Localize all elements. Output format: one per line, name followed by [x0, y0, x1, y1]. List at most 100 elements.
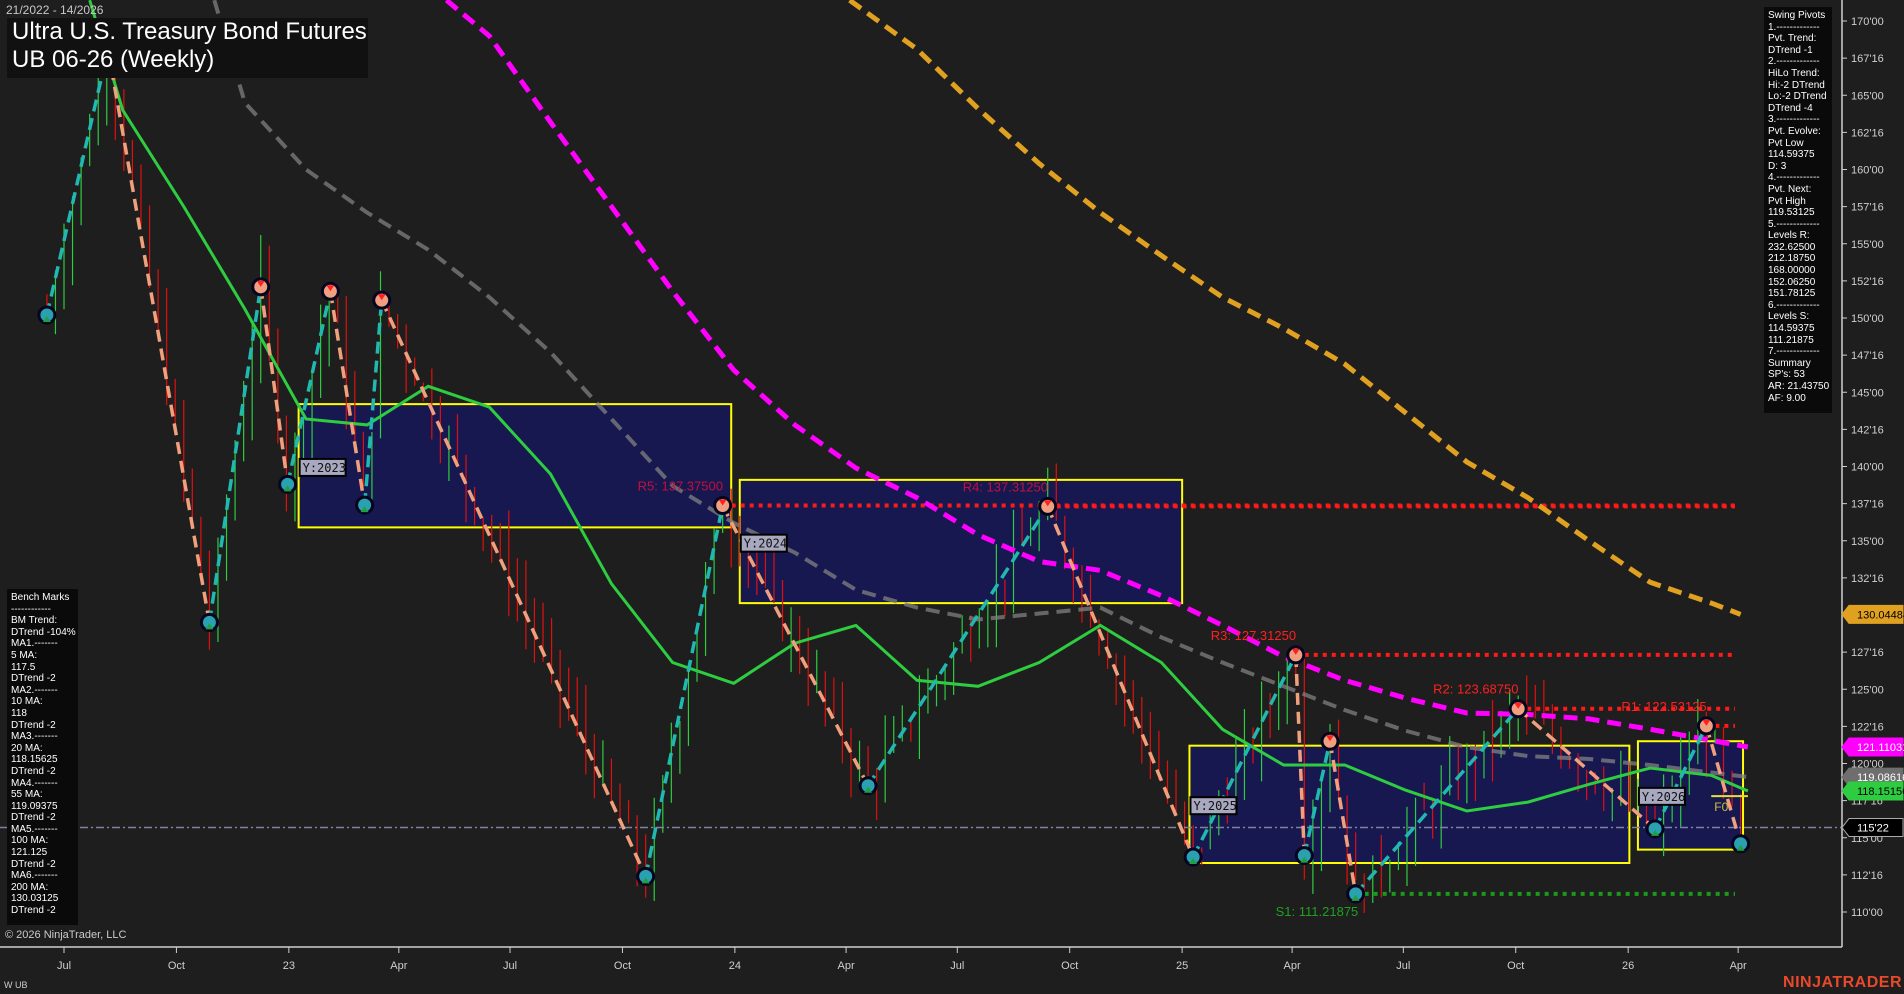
year-label-bg	[1637, 786, 1686, 806]
y-tick-label: 125'00	[1851, 684, 1884, 696]
panel-line: 5 MA:	[11, 649, 38, 661]
pivot-levels	[0, 503, 1842, 896]
swing-low-marker	[355, 495, 375, 515]
year-label: Y:2023	[303, 461, 346, 475]
price-badge	[1841, 737, 1904, 757]
level-label: R3: 127.31250	[1211, 628, 1296, 643]
down-arrow-icon	[256, 280, 265, 287]
down-arrow-icon	[1291, 648, 1300, 655]
down-arrow-icon	[1702, 719, 1711, 726]
x-tick-label: Jul	[57, 960, 71, 972]
year-box	[738, 478, 1184, 605]
year-label-bg	[739, 533, 788, 553]
panel-line: 200 MA:	[11, 881, 49, 893]
ma55-line	[212, 0, 1749, 779]
panel-line: MA4.-------	[11, 777, 58, 789]
chart-title: Ultra U.S. Treasury Bond Futures	[12, 18, 367, 45]
price-badge-label: 119.08616	[1857, 772, 1904, 784]
x-tick-label: Oct	[1061, 960, 1078, 972]
moving-averages	[88, 0, 1749, 813]
down-arrow-icon	[1514, 702, 1523, 709]
chart-labels: R5: 137.37500 R4: 137.31250 R3: 127.31250 R…	[298, 457, 1729, 919]
swing-down-leg	[1046, 505, 1195, 858]
swing-up-leg	[866, 505, 1050, 787]
y-tick-label: 140'00	[1851, 462, 1884, 474]
up-arrow-icon	[1351, 894, 1360, 901]
panel-line: 121.125	[11, 847, 48, 859]
level-label: R5: 137.37500	[638, 478, 723, 493]
axes[interactable]: 170'00 167'16 165'00 162'16 160'00 157'16 155'…	[0, 0, 1904, 972]
swing-low-marker	[1346, 884, 1366, 904]
up-arrow-icon	[42, 316, 51, 323]
y-tick-label: 152'16	[1851, 276, 1884, 288]
price-badge-label: 121.11031	[1857, 742, 1904, 754]
swing-down-leg	[721, 504, 870, 787]
panel-line: BM Trend:	[11, 615, 58, 627]
down-arrow-icon	[1325, 735, 1334, 742]
up-arrow-icon	[205, 623, 214, 630]
fib-label: F0	[1714, 800, 1728, 814]
panel-line: MA1.-------	[11, 638, 58, 650]
y-tick-label: 165'00	[1851, 90, 1884, 102]
panel-line: 114.59375	[1768, 149, 1815, 161]
panel-line: Pvt Low	[1768, 137, 1804, 149]
x-tick-label: Jul	[1396, 960, 1410, 972]
swing-up-leg	[1302, 740, 1332, 856]
y-tick-label: 162'16	[1851, 127, 1884, 139]
date-range: 21/2022 - 14/2026	[6, 3, 104, 17]
x-tick-label: Apr	[390, 960, 407, 972]
panel-line: 118	[11, 707, 27, 719]
y-tick-label: 150'00	[1851, 313, 1884, 325]
x-tick-label: Apr	[1730, 960, 1747, 972]
year-box	[1188, 744, 1631, 864]
swing-low-marker	[1183, 847, 1203, 867]
y-tick-label: 170'00	[1851, 16, 1884, 28]
swing-up-leg	[1354, 707, 1520, 896]
y-tick-label: 160'00	[1851, 165, 1884, 177]
panel-line: 20 MA:	[11, 742, 43, 754]
x-tick-label: 25	[1176, 960, 1188, 972]
swing-up-leg	[285, 290, 333, 485]
level-label: R2: 123.68750	[1433, 682, 1518, 697]
panel-line: MA3.-------	[11, 731, 58, 743]
panel-line: AR: 21.43750	[1768, 381, 1830, 392]
swing-down-leg	[328, 290, 367, 506]
swing-down-leg	[380, 299, 648, 878]
y-tick-label: 155'00	[1851, 239, 1884, 251]
year-label-bg	[1189, 796, 1238, 816]
year-range-boxes	[297, 403, 1745, 864]
x-tick-label: 24	[729, 960, 741, 972]
up-arrow-icon	[1189, 858, 1198, 865]
copyright: © 2026 NinjaTrader, LLC	[5, 929, 127, 941]
panel-line: MA5.-------	[11, 823, 58, 835]
panel-line: MA2.-------	[11, 684, 58, 696]
x-tick-label: Oct	[168, 960, 185, 972]
swing-down-leg	[106, 48, 212, 623]
x-tick-label: Oct	[1507, 960, 1524, 972]
level-label: S1: 111.21875	[1276, 904, 1359, 919]
y-tick-label: 127'16	[1851, 647, 1884, 659]
swing-up-leg	[643, 505, 725, 877]
x-tick-label: Jul	[503, 960, 517, 972]
swing-low-marker	[1645, 819, 1665, 839]
swing-low-marker	[1294, 846, 1314, 866]
panel-line: Hi:-2 DTrend	[1768, 79, 1825, 91]
panel-line: DTrend -2	[11, 719, 56, 731]
panel-line: 151.78125	[1768, 288, 1816, 300]
panel-line: 111.21875	[1768, 334, 1814, 346]
panel-line: Pvt. Trend:	[1768, 33, 1817, 45]
panel-line: Swing Pivots	[1768, 10, 1826, 21]
panel-line: Summary	[1768, 357, 1811, 369]
panel-line: 2.-------------	[1768, 56, 1820, 68]
panel-line: 118.15625	[11, 754, 58, 766]
swing-low-marker	[278, 474, 298, 494]
down-arrow-icon	[718, 499, 727, 506]
panel-line: Bench Marks	[11, 592, 70, 603]
chart-subtitle: UB 06-26 (Weekly)	[12, 46, 215, 73]
panel-line: DTrend -2	[11, 905, 56, 917]
panel-line: 100 MA:	[11, 835, 49, 847]
swing-low-marker	[636, 866, 656, 886]
price-badge-label: 115'22	[1857, 823, 1889, 835]
down-arrow-icon	[326, 285, 335, 292]
